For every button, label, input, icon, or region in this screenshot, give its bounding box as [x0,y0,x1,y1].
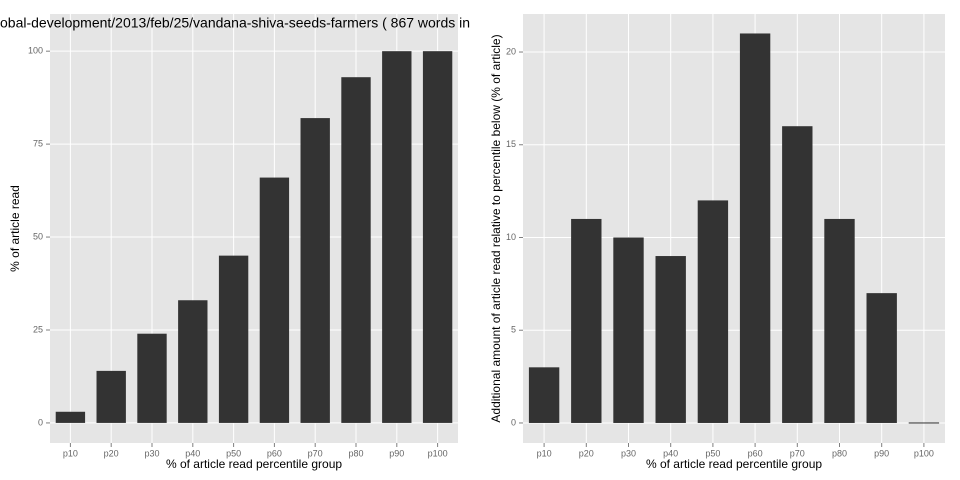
bar [341,77,371,423]
x-tick-label: p90 [389,448,404,458]
bar [782,126,813,423]
x-tick-label: p100 [914,448,934,458]
bar [528,367,560,423]
x-tick-label: p20 [104,448,119,458]
x-tick-label: p80 [832,448,847,458]
y-axis-title: % of article read [8,185,22,272]
bar [908,422,940,424]
y-tick-label: 25 [33,324,43,334]
x-tick-label: p60 [748,448,763,458]
bar [96,370,126,423]
bar [218,255,249,423]
y-tick-label: 10 [506,232,516,242]
y-tick-label: 15 [506,139,516,149]
x-tick-label: p20 [579,448,594,458]
x-tick-label: p10 [537,448,552,458]
x-tick-label: p70 [790,448,805,458]
bar [300,118,330,423]
x-tick-label: p60 [267,448,282,458]
x-tick-label: p100 [428,448,448,458]
x-tick-label: p30 [144,448,159,458]
x-tick-label: p70 [308,448,323,458]
y-tick-label: 5 [511,325,516,335]
bar [655,256,686,423]
bar [571,218,602,423]
y-tick-label: 100 [28,46,43,56]
bar [697,200,729,423]
y-tick-label: 75 [33,138,43,148]
x-tick-label: p80 [348,448,363,458]
x-tick-label: p50 [705,448,720,458]
bar [382,51,412,423]
bar [422,51,453,423]
x-tick-label: p10 [63,448,78,458]
x-tick-label: p40 [185,448,200,458]
y-tick-label: 20 [506,46,516,56]
bar [739,33,771,423]
chart-title: obal-development/2013/feb/25/vandana-shi… [0,15,470,31]
bar [824,218,855,423]
y-tick-label: 0 [38,417,43,427]
y-tick-label: 50 [33,231,43,241]
x-axis-title: % of article read percentile group [166,457,342,471]
bar [55,411,86,423]
x-tick-label: p90 [874,448,889,458]
y-tick-label: 0 [511,417,516,427]
x-axis-title: % of article read percentile group [646,457,822,471]
x-tick-label: p40 [663,448,678,458]
bar [178,300,208,423]
bar [613,237,644,423]
y-axis-title: Additional amount of article read relati… [489,34,503,422]
bar [137,333,167,423]
x-tick-label: p50 [226,448,241,458]
bar [259,177,290,423]
x-tick-label: p30 [621,448,636,458]
bar [866,293,897,423]
